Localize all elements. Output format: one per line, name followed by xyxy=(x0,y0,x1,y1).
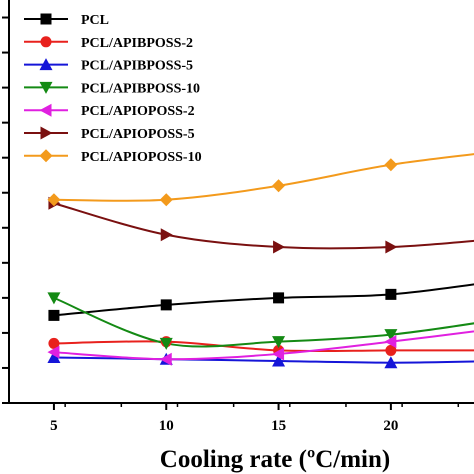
legend-marker xyxy=(40,36,52,48)
data-point xyxy=(159,193,173,207)
x-axis-title: Cooling rate (ºC/min) xyxy=(160,446,390,473)
data-point xyxy=(47,350,61,363)
x-tick-label: 5 xyxy=(50,418,58,434)
data-point xyxy=(272,347,285,361)
legend-marker xyxy=(39,81,53,94)
data-point xyxy=(159,337,173,350)
data-point xyxy=(272,336,286,349)
data-point xyxy=(272,354,286,367)
series-markers xyxy=(47,158,398,369)
legend-label: PCL/APIOPOSS-10 xyxy=(81,150,202,165)
data-point xyxy=(273,292,285,304)
data-point xyxy=(384,335,397,349)
data-point xyxy=(160,228,173,242)
legend-label: PCL/APIBPOSS-10 xyxy=(81,81,200,96)
data-point xyxy=(159,352,172,366)
data-point xyxy=(47,292,61,305)
axis-ticks: 5 10 15 20 xyxy=(2,16,460,434)
data-point xyxy=(385,240,398,254)
data-point xyxy=(47,345,60,359)
legend-marker xyxy=(40,126,53,140)
data-point xyxy=(385,288,397,300)
legend-label: PCL/APIOPOSS-5 xyxy=(81,127,195,142)
x-tick-label: 20 xyxy=(383,418,398,434)
x-tick-label: 10 xyxy=(159,418,174,434)
data-point xyxy=(384,329,398,342)
legend-label: PCL/APIBPOSS-2 xyxy=(81,36,193,51)
data-point xyxy=(160,299,172,311)
legend-label: PCL xyxy=(81,13,109,28)
data-point xyxy=(384,158,398,172)
legend-marker xyxy=(39,149,53,163)
plot-frame xyxy=(8,0,474,404)
legend-marker xyxy=(40,13,52,25)
legend: PCL PCL/APIBPOSS-2 PCL/APIBPOSS-5 PCL/APIBP… xyxy=(24,13,202,165)
series-line xyxy=(53,283,474,317)
legend-label: PCL/APIOPOSS-2 xyxy=(81,104,195,119)
series-line xyxy=(53,202,474,250)
data-point xyxy=(48,309,60,321)
legend-marker xyxy=(39,103,52,117)
data-point xyxy=(272,179,286,193)
data-point xyxy=(48,337,60,349)
series-lines xyxy=(53,153,474,364)
series-line xyxy=(53,356,474,364)
legend-marker xyxy=(39,58,53,71)
data-point xyxy=(273,240,286,254)
data-point xyxy=(47,193,61,207)
legend-label: PCL/APIBPOSS-5 xyxy=(81,59,193,74)
x-tick-label: 15 xyxy=(271,418,286,434)
data-point xyxy=(384,356,398,369)
data-point xyxy=(385,344,397,356)
